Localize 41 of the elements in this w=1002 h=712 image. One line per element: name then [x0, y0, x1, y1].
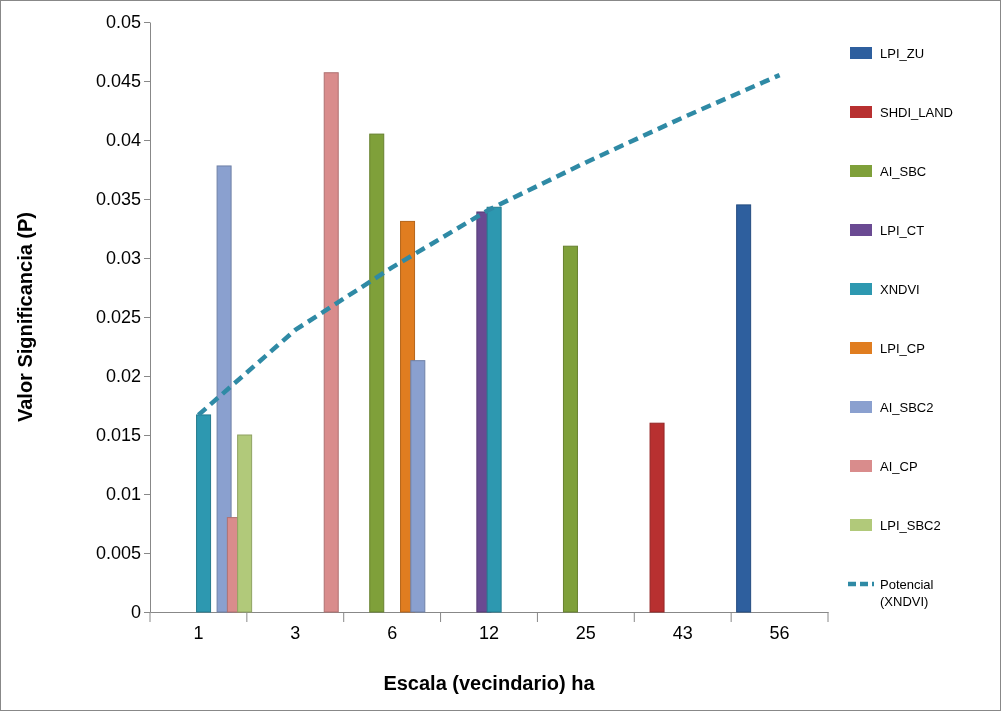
bar — [216, 165, 232, 613]
legend-label: AI_SBC — [880, 164, 927, 179]
y-tick-label: 0.025 — [95, 307, 141, 328]
bar — [369, 133, 385, 613]
y-tick-label: 0.03 — [105, 248, 141, 269]
x-tick-label: 3 — [290, 622, 301, 643]
y-tick-label: 0.035 — [95, 189, 141, 210]
y-tick-label: 0.005 — [95, 543, 141, 564]
bar — [237, 434, 253, 613]
x-tick-label: 6 — [387, 622, 398, 643]
x-tick-label: 1 — [193, 622, 204, 643]
x-tick-label: 43 — [672, 622, 693, 643]
legend-label: AI_CP — [880, 459, 918, 474]
legend-label: Potencial (XNDVI) — [880, 577, 934, 609]
y-tick-label: 0.015 — [95, 425, 141, 446]
y-tick-label: 0.01 — [105, 484, 141, 505]
x-tick-label: 56 — [769, 622, 790, 643]
legend-label: LPI_CP — [880, 341, 925, 356]
y-tick-label: 0.05 — [105, 12, 141, 33]
x-tick-label: 25 — [575, 622, 596, 643]
bar — [736, 204, 752, 613]
legend-label: LPI_ZU — [880, 46, 925, 61]
line-series — [196, 72, 782, 418]
y-tick-label: 0 — [130, 602, 141, 623]
legend-label: XNDVI — [880, 282, 920, 297]
legend-label: SHDI_LAND — [880, 105, 953, 120]
bar — [562, 245, 578, 613]
y-axis-title: Valor Significancia (P) — [14, 211, 36, 423]
bar — [486, 206, 502, 613]
y-tick-label: 0.02 — [105, 366, 141, 387]
y-tick-label: 0.04 — [105, 130, 141, 151]
legend-label: AI_SBC2 — [880, 400, 934, 415]
legend-label: LPI_CT — [880, 223, 925, 238]
x-axis-title: Escala (vecindario) ha — [383, 672, 596, 694]
y-tick-label: 0.045 — [95, 71, 141, 92]
bar — [196, 414, 212, 613]
bar — [323, 72, 339, 613]
legend-label: LPI_SBC2 — [880, 518, 941, 533]
x-tick-label: 12 — [478, 622, 500, 643]
bar — [410, 360, 426, 613]
bar — [649, 422, 665, 613]
